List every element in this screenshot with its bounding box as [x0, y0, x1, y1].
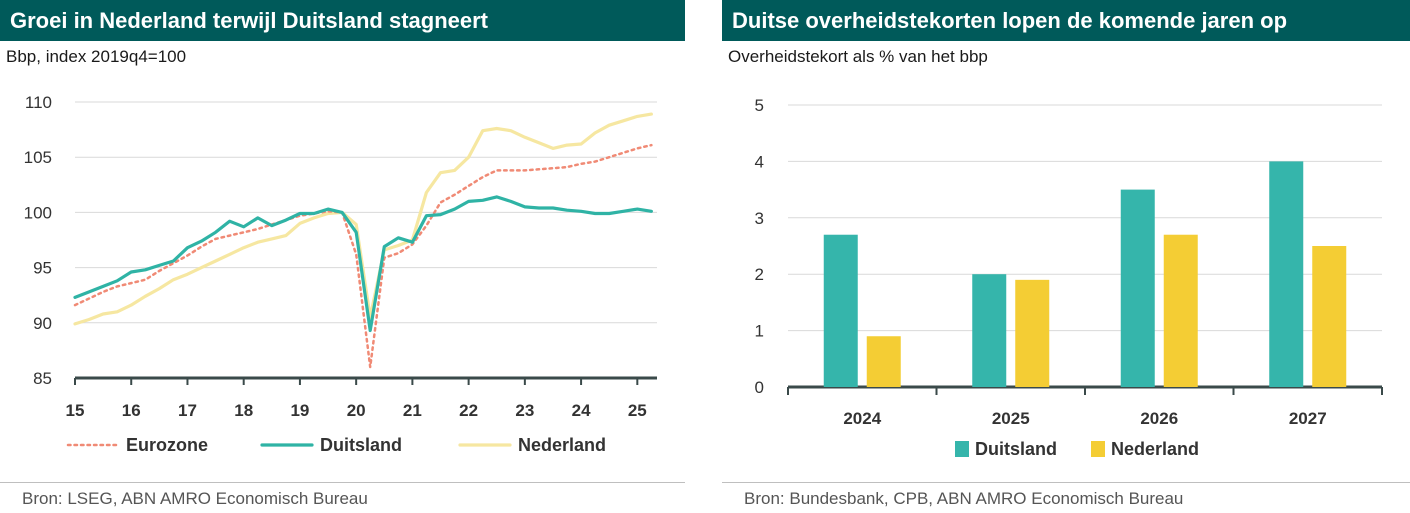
y-tick-label: 110 [25, 93, 52, 112]
left-panel: Groei in Nederland terwijl Duitsland sta… [0, 0, 685, 513]
legend-swatch-duitsland [955, 441, 969, 457]
bar-chart: 0 1 2 3 4 5 2024 2025 2026 2027 Duitsland Nederland [755, 96, 1383, 459]
legend-swatch-nederland [1091, 441, 1105, 457]
x-tick-label: 2024 [843, 409, 881, 428]
x-tick-label: 22 [459, 401, 478, 420]
bar-nederland-2026 [1163, 234, 1198, 387]
bar-nederland-2025 [1015, 279, 1050, 387]
right-chart-title: Duitse overheidstekorten lopen de komend… [722, 0, 1410, 41]
left-chart-subtitle: Bbp, index 2019q4=100 [6, 47, 187, 66]
y-tick-label: 105 [24, 148, 52, 167]
legend-label-nederland: Nederland [1111, 439, 1199, 459]
left-chart-title: Groei in Nederland terwijl Duitsland sta… [0, 0, 685, 41]
x-tick-label: 23 [515, 401, 534, 420]
legend-label-nederland: Nederland [518, 435, 606, 455]
bar-duitsland-2025 [972, 274, 1007, 387]
y-tick-label: 100 [24, 203, 52, 222]
x-tick-label: 18 [234, 401, 253, 420]
x-tick-label: 19 [290, 401, 309, 420]
right-source: Bron: Bundesbank, CPB, ABN AMRO Economis… [744, 489, 1184, 508]
left-source: Bron: LSEG, ABN AMRO Economisch Bureau [22, 489, 368, 508]
x-tick-label: 15 [66, 401, 85, 420]
right-source-divider [722, 482, 1410, 483]
y-tick-label: 2 [755, 265, 764, 284]
x-tick-label: 24 [572, 401, 591, 420]
left-source-divider [0, 482, 685, 483]
series-line-duitsland [73, 195, 653, 333]
y-tick-label: 3 [755, 209, 764, 228]
bar-nederland-2024 [866, 336, 901, 387]
y-tick-label: 90 [33, 314, 52, 333]
x-tick-label: 21 [403, 401, 422, 420]
legend-label-eurozone: Eurozone [126, 435, 208, 455]
legend-label-duitsland: Duitsland [320, 435, 402, 455]
series-line-eurozone [73, 143, 653, 369]
y-tick-label: 0 [755, 378, 764, 397]
x-tick-label: 16 [122, 401, 141, 420]
bar-duitsland-2024 [823, 234, 858, 387]
x-tick-label: 2026 [1140, 409, 1178, 428]
y-tick-label: 95 [33, 259, 52, 278]
bar-nederland-2027 [1312, 246, 1347, 387]
y-tick-label: 1 [755, 322, 764, 341]
right-chart-subtitle: Overheidstekort als % van het bbp [728, 47, 988, 66]
line-chart: 85 90 95 100 105 110 15 16 17 18 19 20 21 22 23 24 25 Eur… [24, 93, 657, 455]
bar-duitsland-2026 [1120, 189, 1155, 387]
y-tick-label: 5 [755, 96, 764, 115]
legend-label-duitsland: Duitsland [975, 439, 1057, 459]
right-panel: Duitse overheidstekorten lopen de komend… [722, 0, 1410, 513]
x-tick-label: 2025 [992, 409, 1030, 428]
x-tick-label: 25 [628, 401, 647, 420]
x-tick-label: 2027 [1289, 409, 1327, 428]
x-tick-label: 17 [178, 401, 197, 420]
y-tick-label: 4 [755, 152, 764, 171]
bar-duitsland-2027 [1269, 161, 1304, 387]
y-tick-label: 85 [33, 369, 52, 388]
x-tick-label: 20 [347, 401, 366, 420]
